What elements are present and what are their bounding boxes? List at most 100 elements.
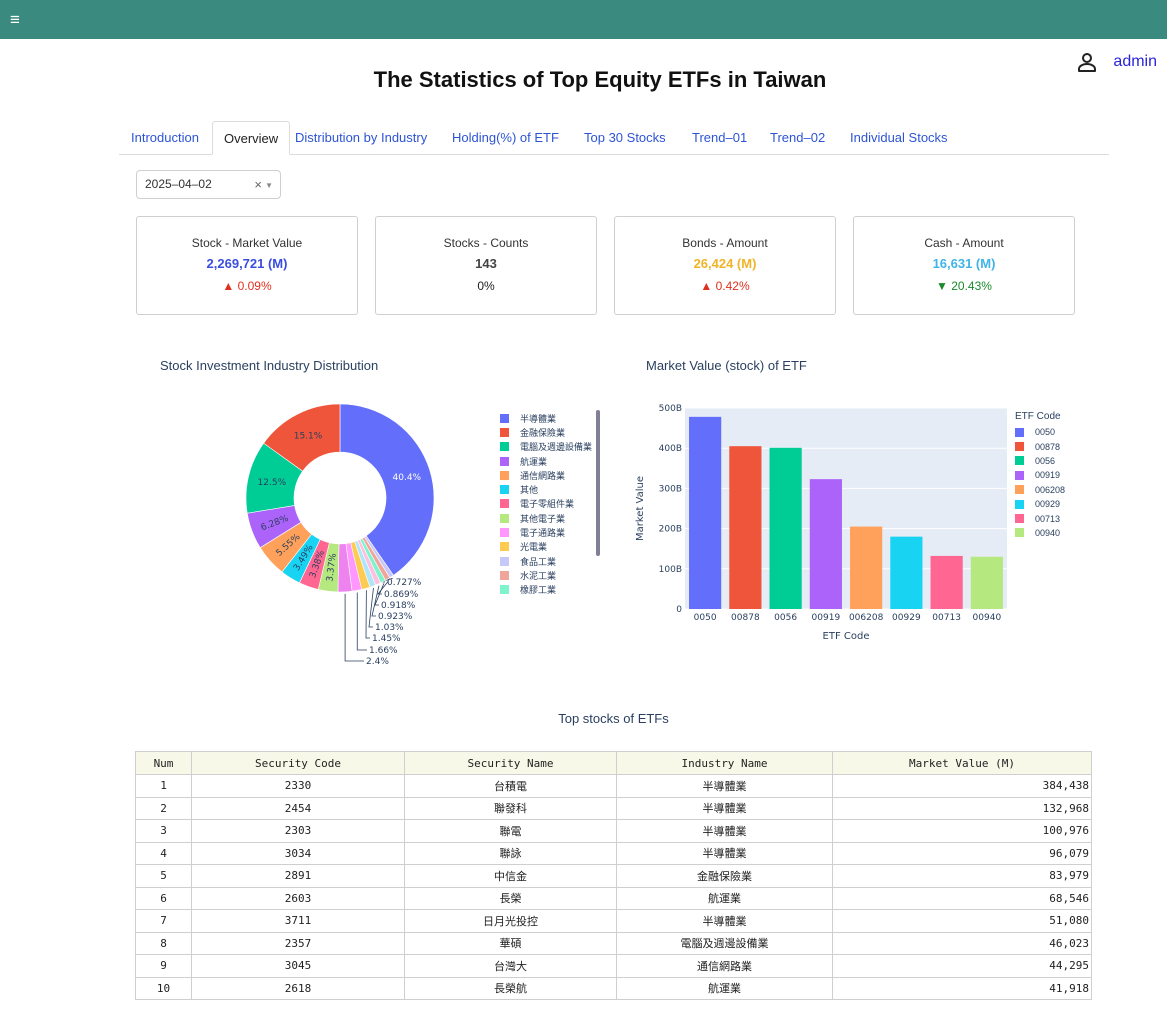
- bar[interactable]: [689, 416, 722, 609]
- date-dropdown[interactable]: 2025–04–02 × ▼: [136, 170, 281, 199]
- legend-item[interactable]: 006208: [1015, 483, 1065, 497]
- legend-item[interactable]: 通信網路業: [500, 468, 592, 482]
- legend-swatch: [1015, 427, 1024, 437]
- pie-data-label: 0.727%: [387, 578, 422, 588]
- user-menu[interactable]: admin: [1075, 50, 1157, 74]
- y-tick-label: 500B: [659, 404, 682, 414]
- y-tick-label: 0: [676, 605, 682, 615]
- bar[interactable]: [890, 536, 923, 609]
- table-row[interactable]: 2 2454 聯發科 半導體業 132,968: [135, 796, 1092, 820]
- table-cell: 台灣大: [404, 954, 617, 978]
- table-cell: 1: [135, 774, 192, 798]
- table-cell: 航運業: [616, 886, 833, 910]
- legend-item[interactable]: 00878: [1015, 439, 1065, 453]
- tab-individual-stocks[interactable]: Individual Stocks: [850, 130, 948, 145]
- table-row[interactable]: 3 2303 聯電 半導體業 100,976: [135, 819, 1092, 843]
- market-value-bar-chart[interactable]: 0 100B 200B 300B 400B 500B 0050 00878 0056 00919 0…: [625, 400, 1015, 650]
- table-cell: 3: [135, 819, 192, 843]
- table-row[interactable]: 8 2357 華碩 電腦及週邊設備業 46,023: [135, 931, 1092, 955]
- table-cell: 83,979: [832, 864, 1092, 888]
- username-link[interactable]: admin: [1113, 53, 1157, 70]
- bar[interactable]: [970, 556, 1003, 609]
- legend-swatch: [1015, 456, 1024, 466]
- pie-data-label: 3.37%: [325, 552, 339, 582]
- table-row[interactable]: 1 2330 台積電 半導體業 384,438: [135, 774, 1092, 798]
- legend-item[interactable]: 0050: [1015, 425, 1065, 439]
- legend-item[interactable]: 半導體業: [500, 411, 592, 425]
- legend-item[interactable]: 金融保險業: [500, 425, 592, 439]
- legend-item[interactable]: 其他電子業: [500, 511, 592, 525]
- pie-leader-line: [356, 592, 367, 651]
- pie-data-label: 2.4%: [366, 657, 389, 667]
- bonds-amount-card: Bonds - Amount 26,424 (M) ▲ 0.42%: [614, 216, 836, 315]
- table-row[interactable]: 7 3711 日月光投控 半導體業 51,080: [135, 909, 1092, 933]
- tab-trend-02[interactable]: Trend–02: [770, 130, 826, 145]
- user-icon[interactable]: [1075, 50, 1099, 74]
- legend-swatch: [1015, 514, 1024, 524]
- tab-introduction[interactable]: Introduction: [131, 130, 199, 145]
- legend-swatch: [1015, 470, 1024, 480]
- legend-item[interactable]: 00929: [1015, 497, 1065, 511]
- clear-icon[interactable]: ×: [254, 177, 262, 192]
- column-header[interactable]: Num: [135, 751, 192, 775]
- pie-slice[interactable]: [263, 403, 341, 472]
- legend-item[interactable]: 橡膠工業: [500, 583, 592, 597]
- hamburger-menu-icon[interactable]: ≡: [10, 10, 20, 29]
- table-row[interactable]: 6 2603 長榮 航運業 68,546: [135, 886, 1092, 910]
- tab-distribution-by-industry[interactable]: Distribution by Industry: [295, 130, 428, 145]
- legend-item[interactable]: 電子通路業: [500, 525, 592, 539]
- chevron-down-icon[interactable]: ▼: [265, 181, 273, 190]
- legend-item[interactable]: 水泥工業: [500, 568, 592, 582]
- tab-top-30-stocks[interactable]: Top 30 Stocks: [584, 130, 666, 145]
- table-row[interactable]: 10 2618 長榮航 航運業 41,918: [135, 976, 1092, 1000]
- legend-item[interactable]: 00940: [1015, 526, 1065, 540]
- column-header[interactable]: Market Value (M): [832, 751, 1092, 775]
- pie-slice[interactable]: [339, 403, 435, 576]
- legend-label: 航運業: [520, 456, 548, 467]
- industry-donut-chart[interactable]: 40.4% 0.727% 0.869%0.918%0.923%1.03%1.45% 1…: [220, 395, 490, 675]
- legend-item[interactable]: 航運業: [500, 454, 592, 468]
- legend-item[interactable]: 光電業: [500, 540, 592, 554]
- table-cell: 聯發科: [404, 796, 617, 820]
- pie-data-label: 1.45%: [372, 634, 401, 644]
- legend-item[interactable]: 電子零組件業: [500, 497, 592, 511]
- pie-data-label: 15.1%: [294, 432, 323, 442]
- legend-label: 0056: [1035, 455, 1056, 466]
- column-header[interactable]: Security Code: [191, 751, 405, 775]
- table-cell: 3711: [191, 909, 405, 933]
- bar[interactable]: [809, 479, 842, 609]
- bar[interactable]: [729, 446, 762, 609]
- legend-scrollbar[interactable]: [596, 410, 600, 556]
- tab-overview[interactable]: Overview: [212, 121, 291, 155]
- legend-label: 光電業: [520, 542, 548, 553]
- bar[interactable]: [850, 526, 883, 609]
- legend-label: 金融保險業: [520, 427, 566, 438]
- legend-item[interactable]: 00919: [1015, 468, 1065, 482]
- table-row[interactable]: 4 3034 聯詠 半導體業 96,079: [135, 841, 1092, 865]
- x-tick-label: 00940: [973, 613, 1002, 623]
- table-cell: 長榮航: [404, 976, 617, 1000]
- legend-item[interactable]: 0056: [1015, 454, 1065, 468]
- table-cell: 10: [135, 976, 192, 1000]
- bar-legend[interactable]: ETF Code 0050 00878 0056 00919 006208 00929 00…: [1015, 411, 1065, 540]
- legend-item[interactable]: 食品工業: [500, 554, 592, 568]
- bar[interactable]: [930, 555, 963, 609]
- legend-label: 0050: [1035, 427, 1056, 438]
- tab-holding-of-etf[interactable]: Holding(%) of ETF: [452, 130, 559, 145]
- legend-item[interactable]: 00713: [1015, 511, 1065, 525]
- pie-data-label: 12.5%: [258, 478, 287, 488]
- pie-legend[interactable]: 半導體業金融保險業電腦及週邊設備業航運業 通信網路業 其他 電子零組件業 其他電子業 電子…: [500, 411, 592, 597]
- column-header[interactable]: Security Name: [404, 751, 617, 775]
- table-cell: 2303: [191, 819, 405, 843]
- column-header[interactable]: Industry Name: [616, 751, 833, 775]
- table-row[interactable]: 5 2891 中信金 金融保險業 83,979: [135, 864, 1092, 888]
- table-cell: 6: [135, 886, 192, 910]
- legend-item[interactable]: 其他: [500, 482, 592, 496]
- table-cell: 半導體業: [616, 819, 833, 843]
- table-cell: 44,295: [832, 954, 1092, 978]
- bar[interactable]: [769, 447, 802, 609]
- card-value: 143: [475, 256, 497, 271]
- legend-item[interactable]: 電腦及週邊設備業: [500, 440, 592, 454]
- tab-trend-01[interactable]: Trend–01: [692, 130, 748, 145]
- table-row[interactable]: 9 3045 台灣大 通信網路業 44,295: [135, 954, 1092, 978]
